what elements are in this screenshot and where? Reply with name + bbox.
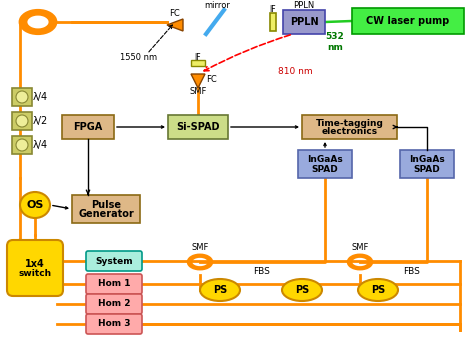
Text: SMF: SMF xyxy=(351,242,369,251)
FancyBboxPatch shape xyxy=(86,274,142,294)
Polygon shape xyxy=(167,19,183,31)
Text: Hom 3: Hom 3 xyxy=(98,320,130,329)
Ellipse shape xyxy=(20,192,50,218)
Text: switch: switch xyxy=(18,269,52,279)
Text: electronics: electronics xyxy=(321,127,378,137)
Text: CW laser pump: CW laser pump xyxy=(366,16,450,26)
Text: FC: FC xyxy=(207,75,218,85)
Text: PS: PS xyxy=(295,285,309,295)
Ellipse shape xyxy=(282,279,322,301)
Text: 1550 nm: 1550 nm xyxy=(120,53,157,63)
Text: PPLN: PPLN xyxy=(293,1,315,11)
Bar xyxy=(72,195,140,223)
Text: FBS: FBS xyxy=(254,268,271,276)
Text: PS: PS xyxy=(371,285,385,295)
FancyBboxPatch shape xyxy=(86,314,142,334)
Bar xyxy=(191,60,205,66)
Text: λ/4: λ/4 xyxy=(32,140,47,150)
Text: OS: OS xyxy=(27,200,44,210)
Polygon shape xyxy=(191,74,205,88)
Text: Pulse: Pulse xyxy=(91,200,121,210)
Text: 532
nm: 532 nm xyxy=(326,32,345,52)
Bar xyxy=(168,115,228,139)
Text: IF: IF xyxy=(195,52,201,62)
Ellipse shape xyxy=(358,279,398,301)
Bar xyxy=(400,150,454,178)
Bar xyxy=(12,88,32,106)
Text: Generator: Generator xyxy=(78,209,134,219)
Text: InGaAs: InGaAs xyxy=(307,155,343,165)
Bar xyxy=(12,112,32,130)
Text: PS: PS xyxy=(213,285,227,295)
FancyBboxPatch shape xyxy=(86,294,142,314)
Text: SMF: SMF xyxy=(191,242,209,251)
Text: 1x4: 1x4 xyxy=(25,259,45,269)
Circle shape xyxy=(16,115,28,127)
Text: FC: FC xyxy=(170,8,181,17)
Text: SMF: SMF xyxy=(189,87,207,97)
Text: SPAD: SPAD xyxy=(414,165,440,173)
Bar xyxy=(352,8,464,34)
Circle shape xyxy=(16,91,28,103)
Circle shape xyxy=(16,139,28,151)
Text: PPLN: PPLN xyxy=(290,17,319,27)
FancyBboxPatch shape xyxy=(7,240,63,296)
Text: SPAD: SPAD xyxy=(311,165,338,173)
Bar xyxy=(298,150,352,178)
Text: FBS: FBS xyxy=(403,268,420,276)
Bar xyxy=(283,10,325,34)
Text: IF: IF xyxy=(270,5,276,13)
Text: Hom 1: Hom 1 xyxy=(98,280,130,289)
Bar xyxy=(270,13,276,31)
Text: λ/4: λ/4 xyxy=(32,92,47,102)
Text: 810 nm: 810 nm xyxy=(278,68,312,76)
Text: System: System xyxy=(95,257,133,266)
Bar xyxy=(12,136,32,154)
Bar xyxy=(62,115,114,139)
Text: mirror: mirror xyxy=(204,1,230,11)
Text: Hom 2: Hom 2 xyxy=(98,299,130,308)
Text: InGaAs: InGaAs xyxy=(409,155,445,165)
FancyBboxPatch shape xyxy=(86,251,142,271)
Ellipse shape xyxy=(200,279,240,301)
Text: λ/2: λ/2 xyxy=(32,116,47,126)
Text: Si-SPAD: Si-SPAD xyxy=(176,122,220,132)
Text: Time-tagging: Time-tagging xyxy=(316,119,383,127)
Bar xyxy=(302,115,397,139)
Text: FPGA: FPGA xyxy=(73,122,103,132)
